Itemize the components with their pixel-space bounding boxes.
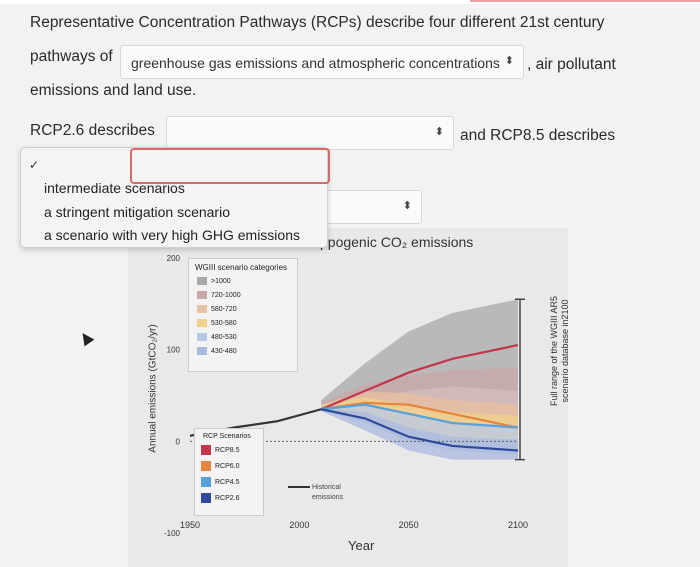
select-arrows-icon: ⬍ xyxy=(504,55,514,67)
question-line-3: emissions and land use. xyxy=(30,82,197,99)
legend-swatch xyxy=(197,277,207,285)
rcp-legend: RCP Scenarios RCP8.5 RCP6.0 RCP4.5 RCP2.6 xyxy=(194,428,264,516)
legend-item: RCP6.0 xyxy=(201,461,240,471)
historical-legend-line xyxy=(288,486,310,488)
top-bar xyxy=(0,0,700,4)
question-line-1: Representative Concentration Pathways (R… xyxy=(30,14,605,31)
x-tick-label: 1950 xyxy=(180,520,200,530)
legend-item: 430-480 xyxy=(197,347,237,355)
legend-swatch xyxy=(197,291,207,299)
legend-title: WGIII scenario categories xyxy=(195,263,288,272)
legend-item: RCP8.5 xyxy=(201,445,240,455)
series-rcp4-5 xyxy=(321,403,519,429)
dropdown-option-very-high[interactable]: a scenario with very high GHG emissions xyxy=(44,227,300,243)
series-rcp2-6 xyxy=(320,408,519,452)
legend-item: RCP2.6 xyxy=(201,493,240,503)
select-arrows-icon: ⬍ xyxy=(402,200,412,212)
series-rcp6-0 xyxy=(321,401,519,429)
top-accent-line xyxy=(470,0,700,2)
question-line-2-suffix: , air pollutant xyxy=(527,56,616,73)
legend-item: 480-530 xyxy=(197,333,237,341)
pathways-select-value: greenhouse gas emissions and atmospheric… xyxy=(131,55,500,71)
rcp85-select[interactable]: ⬍ xyxy=(318,190,422,224)
historical-legend-label-2: emissions xyxy=(312,494,344,501)
legend-label: 720-1000 xyxy=(211,291,241,299)
y-tick-label: 200 xyxy=(167,254,181,263)
legend-item: 580-720 xyxy=(197,305,237,313)
mouse-cursor-icon xyxy=(77,329,95,347)
right-range-label-1: Full range of the WGIII AR5 xyxy=(549,295,559,407)
legend-label: >1000 xyxy=(211,277,231,285)
dropdown-option-intermediate[interactable]: intermediate scenarios xyxy=(44,180,185,196)
question-line-2-prefix: pathways of xyxy=(30,48,113,65)
figure-title-fragment: ppogenic CO₂ emissions xyxy=(320,234,474,250)
pathways-select[interactable]: greenhouse gas emissions and atmospheric… xyxy=(120,45,524,79)
legend-swatch xyxy=(197,319,207,327)
legend-label: RCP2.6 xyxy=(215,494,240,502)
legend-swatch xyxy=(201,477,211,487)
rcp26-label: RCP2.6 describes xyxy=(30,122,155,139)
rcp85-label: and RCP8.5 describes xyxy=(460,127,616,144)
legend-item: 720-1000 xyxy=(197,291,241,299)
legend-item: RCP4.5 xyxy=(201,477,240,487)
right-range-label-2: scenario database in2100 xyxy=(560,299,570,403)
legend-label: 430-480 xyxy=(211,347,237,355)
legend-title: RCP Scenarios xyxy=(203,433,251,440)
series-rcp8-5 xyxy=(320,344,519,411)
legend-swatch xyxy=(201,445,211,455)
checkmark-icon: ✓ xyxy=(29,158,40,172)
figure-panel: -100 0 100 200 1950 2000 2050 2100 WGIII scenar… xyxy=(128,228,570,567)
legend-label: 530-580 xyxy=(211,319,237,327)
select-arrows-icon: ⬍ xyxy=(434,126,444,138)
legend-label: RCP8.5 xyxy=(215,446,240,454)
emissions-chart: -100 0 100 200 1950 2000 2050 2100 xyxy=(164,254,528,538)
y-axis-label: Annual emissions (GtCO₂/yr) xyxy=(147,324,159,453)
legend-swatch xyxy=(197,305,207,313)
x-tick-label: 2050 xyxy=(399,520,419,530)
legend-label: 580-720 xyxy=(211,305,237,313)
legend-swatch xyxy=(197,347,207,355)
x-tick-label: 2000 xyxy=(289,520,309,530)
y-tick-label: 100 xyxy=(167,346,181,355)
rcp26-dropdown-menu: ✓ intermediate scenarios a stringent mit… xyxy=(20,147,328,248)
rcp26-select[interactable]: ⬍ xyxy=(166,116,454,150)
y-tick-label: 0 xyxy=(176,437,181,446)
scenario-range-bands xyxy=(321,299,518,460)
legend-swatch xyxy=(201,493,211,503)
legend-item: 530-580 xyxy=(197,319,237,327)
historical-legend-label-1: Historical xyxy=(312,484,341,491)
x-axis-label: Year xyxy=(348,538,375,553)
dropdown-option-stringent[interactable]: a stringent mitigation scenario xyxy=(44,204,230,220)
legend-swatch xyxy=(197,333,207,341)
legend-item: >1000 xyxy=(197,277,231,285)
y-tick-label: -100 xyxy=(164,529,181,538)
legend-label: RCP6.0 xyxy=(215,462,240,470)
dropdown-focus-outline xyxy=(130,148,330,184)
x-tick-label: 2100 xyxy=(508,520,528,530)
chart-axes: -100 0 100 200 1950 2000 2050 2100 xyxy=(164,254,528,538)
legend-swatch xyxy=(201,461,211,471)
legend-label: 480-530 xyxy=(211,333,237,341)
legend-label: RCP4.5 xyxy=(215,478,240,486)
scenario-categories-legend: WGIII scenario categories >1000 720-1000 5… xyxy=(188,258,298,372)
